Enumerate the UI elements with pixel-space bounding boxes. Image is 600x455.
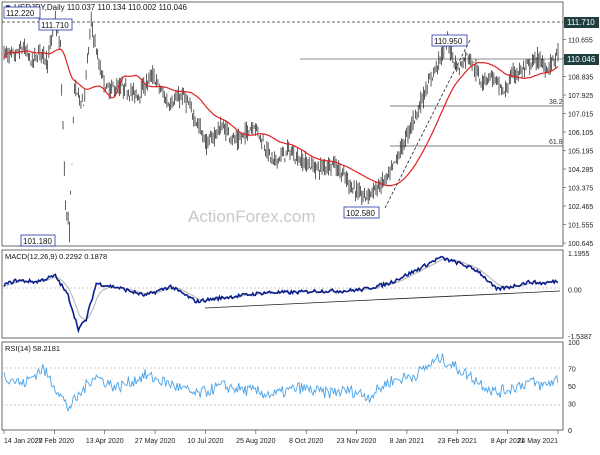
macd-tick-label: 0.00 — [568, 287, 582, 294]
price-tick-label: 107.925 — [568, 93, 593, 100]
rsi-axis: 100 70 50 30 0 — [568, 340, 580, 435]
annotation-102580: 102.580 — [343, 206, 380, 219]
time-tick-label: 24 May 2021 — [518, 438, 559, 445]
time-tick-label: 10 Jul 2020 — [187, 438, 223, 445]
moving-average-line — [3, 48, 559, 187]
trend-line — [384, 39, 471, 209]
time-tick-label: 27 Feb 2020 — [35, 438, 74, 445]
macd-signal-line — [3, 258, 559, 321]
rsi-panel-frame — [1, 341, 564, 431]
price-tick-label: 103.375 — [568, 186, 593, 193]
resistance-price-box: 111.710 — [564, 17, 599, 28]
annotation-110950: 110.950 — [431, 34, 468, 47]
rsi-tick-label: 100 — [568, 340, 580, 347]
macd-tick-label: -1.5387 — [568, 334, 592, 341]
price-candles — [3, 10, 559, 243]
rsi-tick-label: 0 — [568, 428, 572, 435]
macd-line — [3, 255, 559, 334]
svg-text:102.580: 102.580 — [346, 209, 375, 218]
svg-text:110.950: 110.950 — [434, 37, 463, 46]
time-tick-label: 8 Jan 2021 — [390, 438, 425, 445]
macd-tick-label: 1.1955 — [568, 251, 590, 258]
macd-panel-frame — [1, 249, 564, 339]
macd-axis: 1.1955 0.00 -1.5387 — [568, 251, 592, 341]
ohlc-values: 110.037 110.134 110.002 110.046 — [67, 3, 188, 12]
price-tick-label: 106.105 — [568, 130, 593, 137]
rsi-tick-label: 50 — [568, 384, 576, 391]
fib-61-label: 61.8 — [549, 139, 563, 146]
svg-text:111.710: 111.710 — [41, 21, 69, 30]
rsi-tick-label: 30 — [568, 402, 576, 409]
current-price-box: 110.046 — [564, 54, 599, 65]
time-tick-label: 25 Aug 2020 — [236, 438, 275, 445]
time-tick-label: 8 Oct 2020 — [289, 438, 323, 445]
price-tick-label: 105.195 — [568, 149, 593, 156]
macd-label: MACD(12,26,9) 0.2292 0.1878 — [5, 252, 107, 261]
macd-trend-line — [204, 290, 561, 309]
time-tick-label: 14 Jan 2020 — [4, 438, 43, 445]
time-tick-label: 27 May 2020 — [135, 438, 176, 445]
price-tick-label: 100.645 — [568, 241, 593, 248]
time-tick-label: 8 Apr 2021 — [491, 438, 525, 445]
price-panel-frame — [1, 1, 564, 247]
fib-38-label: 38.2 — [549, 99, 563, 106]
rsi-label: RSI(14) 58.2181 — [5, 344, 60, 353]
price-tick-label: 107.015 — [568, 112, 593, 119]
annotation-111710: 111.710 — [38, 18, 73, 31]
price-tick-label: 102.465 — [568, 204, 593, 211]
time-tick-label: 13 Apr 2020 — [86, 438, 124, 445]
price-tick-label: 110.655 — [568, 38, 593, 45]
svg-text:101.180: 101.180 — [23, 237, 52, 246]
watermark: ActionForex.com — [188, 207, 316, 226]
price-axis: 110.655109.745108.835107.925107.015106.1… — [563, 38, 593, 248]
price-tick-label: 104.285 — [568, 167, 593, 174]
price-tick-label: 108.835 — [568, 75, 593, 82]
rsi-tick-label: 70 — [568, 366, 576, 373]
svg-text:110.046: 110.046 — [567, 55, 596, 64]
svg-text:112.220: 112.220 — [6, 9, 35, 18]
annotation-112220: 112.220 — [3, 6, 41, 19]
time-tick-label: 23 Feb 2021 — [438, 438, 477, 445]
svg-text:111.710: 111.710 — [567, 18, 595, 27]
annotation-101180: 101.180 — [20, 234, 56, 247]
rsi-line — [3, 353, 559, 413]
time-tick-label: 23 Nov 2020 — [337, 438, 377, 445]
price-tick-label: 101.555 — [568, 223, 593, 230]
